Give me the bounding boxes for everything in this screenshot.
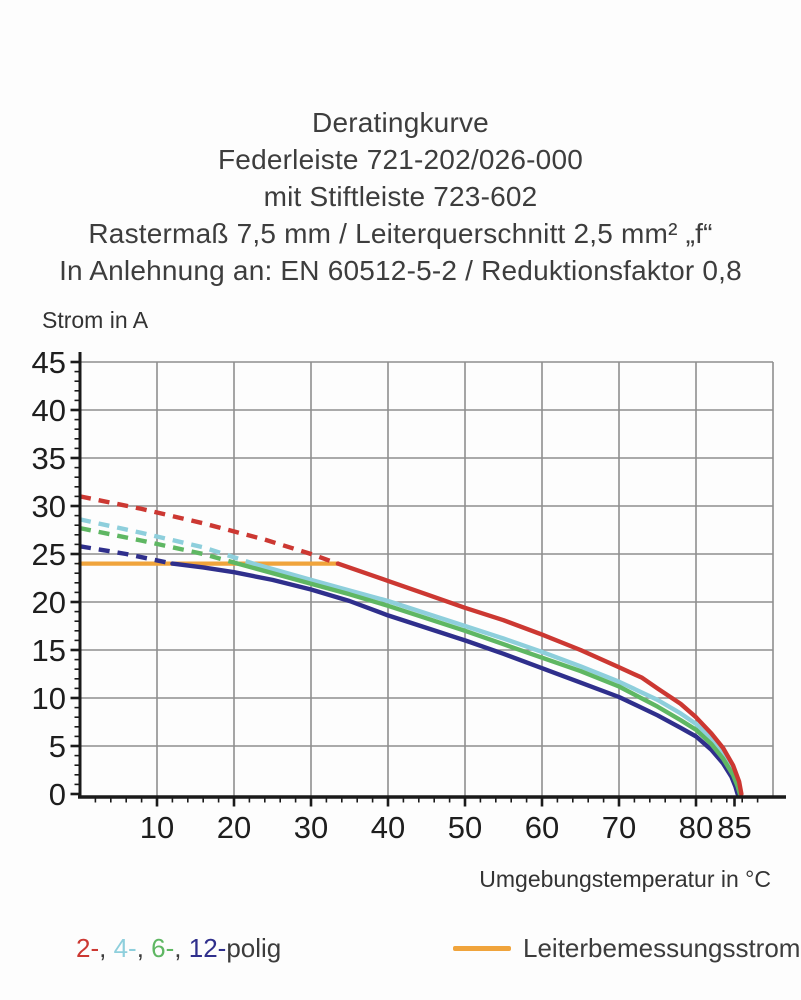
gridlines	[80, 361, 774, 797]
y-tick-label: 0	[49, 777, 66, 812]
title-line-2: Federleiste 721-202/026-000	[218, 144, 583, 175]
legend-pole-suffix: polig	[226, 933, 282, 963]
y-tick-label: 15	[32, 633, 66, 668]
x-tick-label: 60	[525, 810, 559, 845]
legend-separator: ,	[99, 933, 114, 963]
rated-current-line-swatch	[453, 946, 511, 951]
title-line-3: mit Stiftleiste 723-602	[263, 181, 538, 212]
legend-separator: ,	[174, 933, 189, 963]
legend-pole-item: 12-	[188, 933, 227, 963]
curve-2-polig	[79, 494, 744, 797]
x-tick-label: 50	[448, 810, 482, 845]
title-line-1: Deratingkurve	[312, 107, 489, 138]
y-tick-label: 40	[32, 393, 66, 428]
curve-12-polig	[79, 544, 740, 797]
x-tick-label: 40	[371, 810, 405, 845]
legend-rated-current: Leiterbemessungsstrom	[453, 933, 800, 964]
y-tick-label: 35	[32, 441, 66, 476]
x-tick-label: 80	[679, 810, 713, 845]
y-axis-title: Strom in A	[42, 307, 149, 333]
chart-title-block: Deratingkurve Federleiste 721-202/026-00…	[0, 104, 801, 289]
y-tick-label: 5	[49, 729, 66, 764]
legend-pole-counts: 2-, 4-, 6-, 12-polig	[76, 933, 281, 964]
y-tick-label: 20	[32, 585, 66, 620]
legend-pole-item: 6-	[151, 933, 175, 963]
title-line-4: Rastermaß 7,5 mm / Leiterquerschnitt 2,5…	[88, 218, 713, 249]
legend-separator: ,	[136, 933, 152, 963]
x-axis-title: Umgebungstemperatur in °C	[479, 866, 771, 892]
x-tick-label: 85	[717, 810, 751, 845]
curve-4-polig	[79, 517, 743, 797]
x-tick-label: 30	[294, 810, 328, 845]
axes	[78, 352, 786, 799]
legend-pole-item: 2-	[76, 933, 100, 963]
y-tick-label: 45	[32, 345, 66, 380]
y-tick-label: 25	[32, 537, 66, 572]
x-tick-label: 20	[217, 810, 251, 845]
legend-pole-item: 4-	[113, 933, 137, 963]
x-tick-label: 10	[140, 810, 174, 845]
curve-6-polig	[79, 525, 743, 797]
y-tick-label: 10	[32, 681, 66, 716]
title-line-5: In Anlehnung an: EN 60512-5-2 / Reduktio…	[59, 255, 742, 286]
axis-ticks	[70, 360, 759, 807]
y-tick-label: 30	[32, 489, 66, 524]
rated-current-label: Leiterbemessungsstrom	[523, 933, 801, 963]
tick-labels: 10 20 30 40 50 60 70 80 85 0 5 10 15 20 25 30 35 40 45	[32, 345, 752, 845]
x-tick-label: 70	[602, 810, 636, 845]
